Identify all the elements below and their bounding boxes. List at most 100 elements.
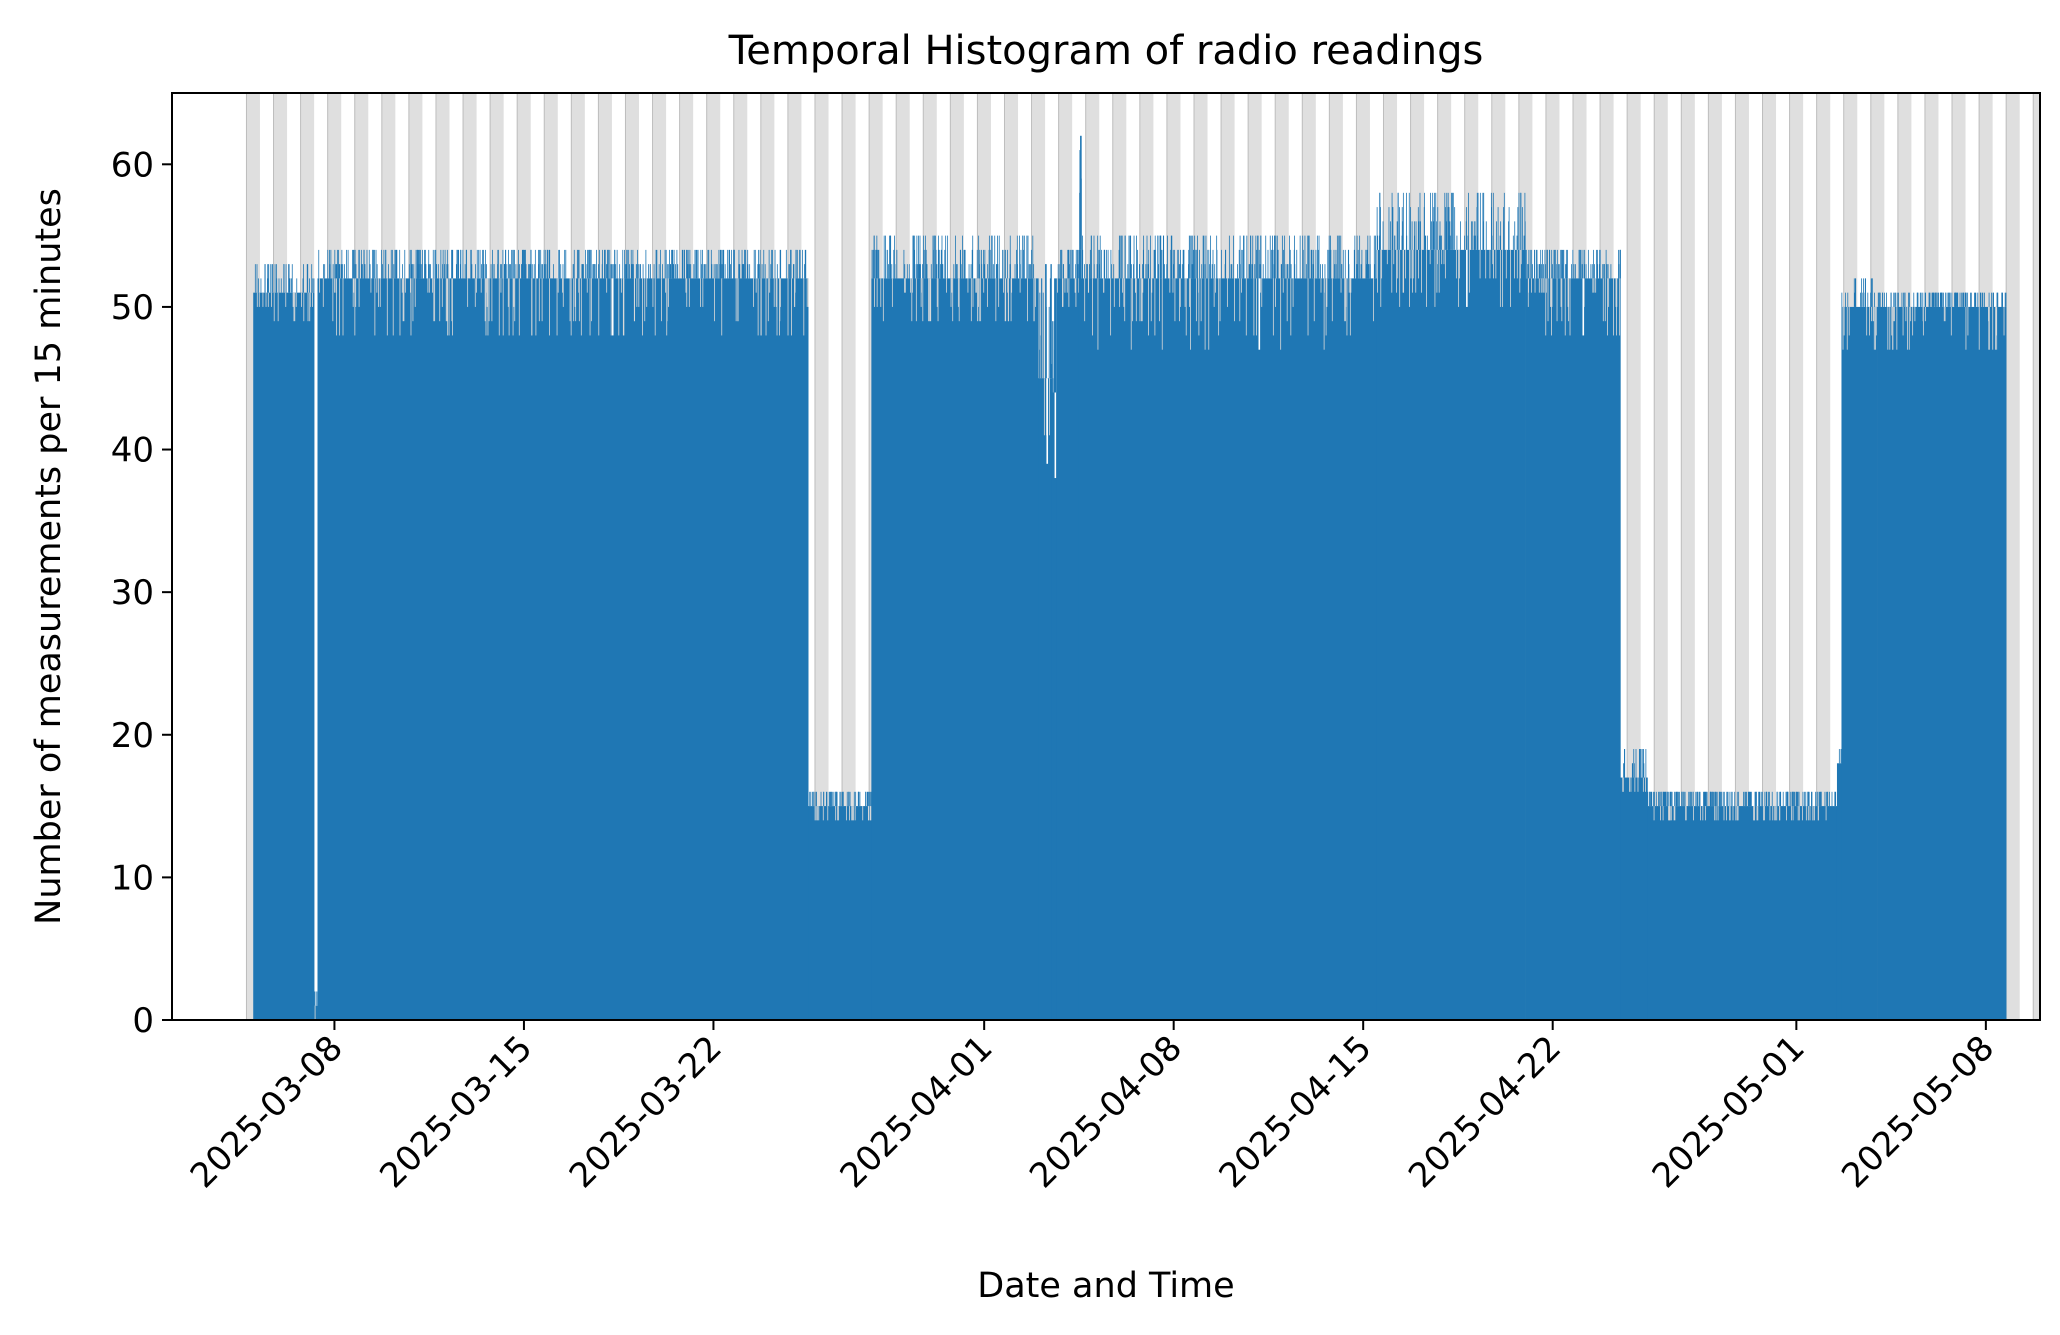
histogram-bar xyxy=(583,264,584,279)
histogram-bar xyxy=(576,249,578,279)
histogram-bar xyxy=(2004,292,2006,307)
histogram-bar xyxy=(1348,264,1350,279)
histogram-bar-gap xyxy=(512,278,514,336)
histogram-bar xyxy=(1776,791,1778,807)
chart-title: Temporal Histogram of radio readings xyxy=(728,28,1484,74)
histogram-bar-gap xyxy=(267,292,269,307)
histogram-bar xyxy=(1602,264,1604,279)
histogram-bar xyxy=(385,249,387,279)
histogram-bar xyxy=(926,264,928,279)
histogram-bar-block xyxy=(1841,306,1878,1020)
histogram-bar xyxy=(1016,249,1017,279)
histogram-bar xyxy=(1419,192,1421,250)
histogram-bar xyxy=(415,249,417,279)
histogram-bar xyxy=(695,249,697,279)
histogram-bar-gap xyxy=(309,292,311,307)
histogram-bar-gap xyxy=(1008,278,1009,322)
histogram-bar xyxy=(1816,791,1818,807)
histogram-bar-gap xyxy=(403,278,405,322)
histogram-bar xyxy=(1284,235,1286,279)
histogram-bar xyxy=(1970,292,1971,307)
histogram-bar-gap xyxy=(1616,278,1618,307)
histogram-bar xyxy=(1840,749,1842,764)
histogram-bars xyxy=(253,135,2007,1021)
histogram-bar xyxy=(653,264,655,279)
histogram-bar xyxy=(1354,235,1356,279)
histogram-bar-gap xyxy=(1169,278,1171,293)
histogram-bar xyxy=(1230,264,1232,279)
histogram-bar xyxy=(1397,192,1399,250)
histogram-bar-gap xyxy=(937,278,939,322)
histogram-bar-gap xyxy=(1200,278,1202,322)
histogram-bar xyxy=(1005,249,1006,279)
histogram-bar xyxy=(1389,221,1391,250)
histogram-bar xyxy=(629,264,630,279)
histogram-bar-gap xyxy=(1996,306,1998,350)
histogram-bar xyxy=(1413,221,1415,250)
histogram-bar-gap xyxy=(1325,278,1327,336)
histogram-bar xyxy=(1497,207,1499,250)
histogram-bar xyxy=(810,791,812,807)
histogram-bar xyxy=(702,249,703,279)
histogram-bar xyxy=(991,235,993,279)
histogram-bar-gap xyxy=(1774,806,1776,821)
histogram-bar xyxy=(1871,278,1873,307)
histogram-bar-gap xyxy=(1910,306,1912,322)
histogram-bar-gap xyxy=(1889,306,1891,350)
histogram-bar-gap xyxy=(301,292,302,307)
histogram-bar-gap xyxy=(862,806,864,821)
histogram-bar-gap xyxy=(638,278,640,307)
histogram-bar-gap xyxy=(1735,806,1737,821)
histogram-bar xyxy=(364,264,366,279)
histogram-bar-gap xyxy=(1033,278,1035,322)
histogram-bar-gap xyxy=(1219,278,1221,322)
histogram-bar xyxy=(1633,763,1635,778)
histogram-bar-gap xyxy=(1792,806,1794,821)
histogram-bar xyxy=(422,249,423,279)
histogram-bar-gap xyxy=(869,806,871,821)
histogram-bar-gap xyxy=(1893,306,1894,322)
histogram-bar xyxy=(462,249,464,279)
histogram-bar xyxy=(525,264,527,279)
histogram-bar-gap xyxy=(1538,278,1540,293)
histogram-bar xyxy=(1002,249,1004,279)
histogram-bar-gap xyxy=(1068,278,1070,307)
histogram-bar xyxy=(1525,249,1527,279)
histogram-bar xyxy=(1771,791,1773,807)
histogram-bar xyxy=(280,278,282,293)
histogram-bar-gap xyxy=(488,278,490,322)
histogram-bar xyxy=(710,249,712,279)
histogram-bar-gap xyxy=(1208,278,1210,350)
histogram-bar xyxy=(872,249,874,279)
histogram-bar xyxy=(1477,192,1479,250)
histogram-bar-gap xyxy=(776,278,778,336)
histogram-bar xyxy=(1941,292,1943,307)
histogram-bar xyxy=(523,249,524,279)
histogram-bar xyxy=(1154,249,1156,279)
histogram-bar xyxy=(1327,249,1329,279)
histogram-bar xyxy=(639,264,641,279)
histogram-bar xyxy=(1544,249,1546,279)
histogram-bar xyxy=(1146,235,1148,279)
histogram-bar-gap xyxy=(591,278,592,322)
histogram-bar xyxy=(918,235,919,279)
histogram-bar xyxy=(772,249,773,279)
histogram-bar xyxy=(1967,292,1969,307)
histogram-bar-gap xyxy=(904,278,905,293)
histogram-bar-gap xyxy=(1873,306,1875,350)
histogram-bar-gap xyxy=(1468,249,1470,293)
histogram-bar xyxy=(1734,791,1736,807)
histogram-bar-block xyxy=(1038,378,1053,1021)
histogram-bar-gap xyxy=(508,278,510,336)
histogram-bar xyxy=(1133,264,1134,279)
histogram-bar xyxy=(374,249,375,279)
histogram-bar xyxy=(1059,264,1061,279)
histogram-bar xyxy=(486,264,487,279)
histogram-bar xyxy=(1503,207,1504,250)
histogram-bar xyxy=(1663,791,1665,807)
histogram-bar xyxy=(796,249,798,279)
histogram-bar xyxy=(812,791,813,807)
histogram-bar xyxy=(1604,264,1605,279)
histogram-bar xyxy=(1265,235,1267,279)
histogram-bar-gap xyxy=(410,278,412,336)
